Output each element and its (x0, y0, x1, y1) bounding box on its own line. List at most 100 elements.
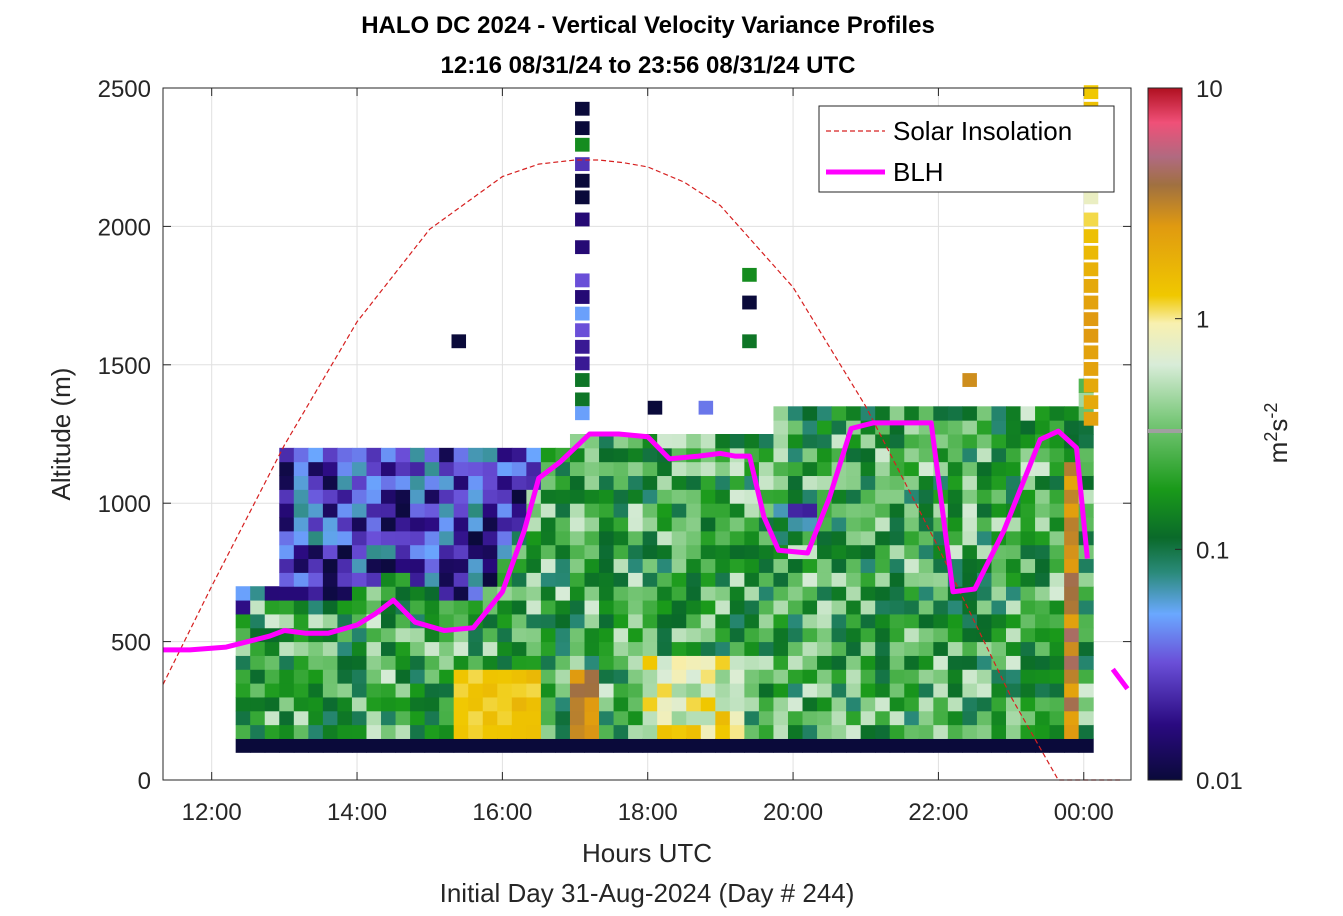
heatmap-cell-839 (787, 517, 804, 532)
heatmap-cell-94 (308, 544, 324, 560)
heatmap-cell-1321 (1064, 420, 1080, 435)
y-tick-label-5: 2500 (98, 76, 151, 103)
heatmap-cell-269 (424, 558, 440, 573)
heatmap-cell-1282 (1049, 613, 1065, 629)
heatmap-cell-860 (802, 572, 818, 587)
heatmap-cell-1132 (962, 613, 978, 629)
heatmap-cell-1137 (962, 544, 978, 560)
heatmap-cell-115 (322, 558, 338, 573)
heatmap-cell-1380 (1083, 190, 1099, 205)
heatmap-cell-1309 (1064, 586, 1080, 601)
heatmap-cell-1004 (889, 655, 905, 670)
heatmap-cell-747 (729, 489, 745, 504)
y-axis-ticks: 0 500 1000 1500 2000 2500 (98, 76, 1131, 795)
heatmap-cell-1289 (1049, 517, 1065, 532)
heatmap-cell-530 (599, 627, 615, 643)
heatmap-cell-237 (410, 696, 426, 712)
heatmap-cell-1265 (1035, 503, 1051, 518)
heatmap-cell-952 (860, 683, 876, 698)
heatmap-cell-1213 (1006, 530, 1022, 546)
heatmap-cell-142 (337, 489, 353, 504)
heatmap-cell-1305 (1064, 641, 1080, 656)
heatmap-cell-173 (366, 669, 382, 684)
heatmap-cell-367 (497, 724, 513, 739)
heatmap-cell-809 (773, 586, 789, 601)
heatmap-cell-833 (787, 600, 804, 615)
heatmap-cell-870 (802, 434, 818, 449)
heatmap-cell-633 (657, 475, 673, 490)
heatmap-cell-504 (584, 669, 600, 684)
heatmap-cell-374 (497, 627, 513, 643)
heatmap-cell-754 (744, 710, 760, 726)
heatmap-cell-1328 (1078, 669, 1094, 684)
heatmap-cell-188 (366, 461, 382, 477)
heatmap-cell-1047 (904, 406, 920, 421)
heatmap-cell-554 (613, 613, 629, 629)
heatmap-cell-1012 (889, 544, 905, 560)
heatmap-cell-43 (279, 641, 295, 656)
heatmap-cell-376 (497, 600, 513, 615)
heatmap-cell-320 (453, 461, 469, 477)
heatmap-cell-683 (700, 738, 716, 753)
heatmap-cell-710 (715, 683, 731, 698)
heatmap-cell-1031 (904, 627, 920, 643)
heatmap-cell-544 (599, 434, 615, 449)
heatmap-cell-124 (337, 738, 353, 753)
heatmap-cell-1155 (976, 641, 992, 656)
heatmap-cell-656 (671, 475, 687, 490)
heatmap-cell-123 (322, 447, 338, 463)
heatmap-cell-632 (657, 489, 673, 504)
heatmap-cell-1386 (1083, 295, 1099, 310)
heatmap-cell-1365 (575, 392, 590, 407)
heatmap-cell-383 (497, 503, 513, 518)
heatmap-cell-673 (686, 558, 702, 573)
heatmap-cell-827 (787, 683, 804, 698)
heatmap-cell-818 (773, 461, 789, 477)
heatmap-cell-322 (468, 738, 484, 753)
heatmap-cell-1173 (991, 738, 1007, 753)
heatmap-cell-231 (395, 475, 411, 490)
heatmap-cell-1122 (947, 406, 963, 421)
heatmap-cell-1183 (991, 600, 1007, 615)
heatmap-cell-650 (671, 558, 687, 573)
heatmap-cell-804 (773, 655, 789, 670)
heatmap-cell-147 (351, 724, 367, 739)
heatmap-cell-160 (351, 544, 367, 560)
heatmap-cell-1283 (1049, 600, 1065, 615)
heatmap-cell-865 (802, 503, 818, 518)
heatmap-cell-606 (642, 530, 658, 546)
heatmap-cell-351 (482, 641, 498, 656)
heatmap-cell-1192 (991, 475, 1007, 490)
heatmap-cell-236 (410, 710, 426, 726)
heatmap-cell-1279 (1049, 655, 1065, 670)
heatmap-cell-254 (410, 461, 426, 477)
heatmap-cell-587 (628, 475, 644, 490)
heatmap-cell-1285 (1049, 572, 1065, 587)
heatmap-cell-921 (831, 420, 847, 435)
heatmap-cell-193 (381, 696, 397, 712)
heatmap-cell-731 (729, 710, 745, 726)
heatmap-cell-1268 (1035, 461, 1051, 477)
heatmap-cell-1079 (933, 655, 949, 670)
heatmap-cell-1086 (933, 558, 949, 573)
heatmap-cell-229 (395, 503, 411, 518)
heatmap-cell-501 (584, 710, 600, 726)
heatmap-cell-295 (439, 503, 455, 518)
heatmap-cell-626 (657, 572, 673, 587)
heatmap-cell-761 (744, 613, 760, 629)
heatmap-cell-449 (540, 503, 556, 518)
heatmap-cell-1291 (1049, 489, 1065, 504)
heatmap-cell-961 (860, 558, 876, 573)
heatmap-cell-25 (264, 724, 280, 739)
chart-legend: Solar Insolation BLH (818, 105, 1115, 193)
heatmap-cell-765 (744, 558, 760, 573)
heatmap-cell-102 (322, 738, 338, 753)
heatmap-cell-461 (555, 641, 571, 656)
heatmap-cell-1384 (1083, 262, 1099, 277)
heatmap-cell-505 (584, 655, 600, 670)
heatmap-cell-1287 (1049, 544, 1065, 560)
heatmap-cell-785 (758, 600, 774, 615)
heatmap-cell-71 (293, 558, 309, 573)
heatmap-cell-695 (700, 572, 716, 587)
heatmap-cell-920 (831, 434, 847, 449)
